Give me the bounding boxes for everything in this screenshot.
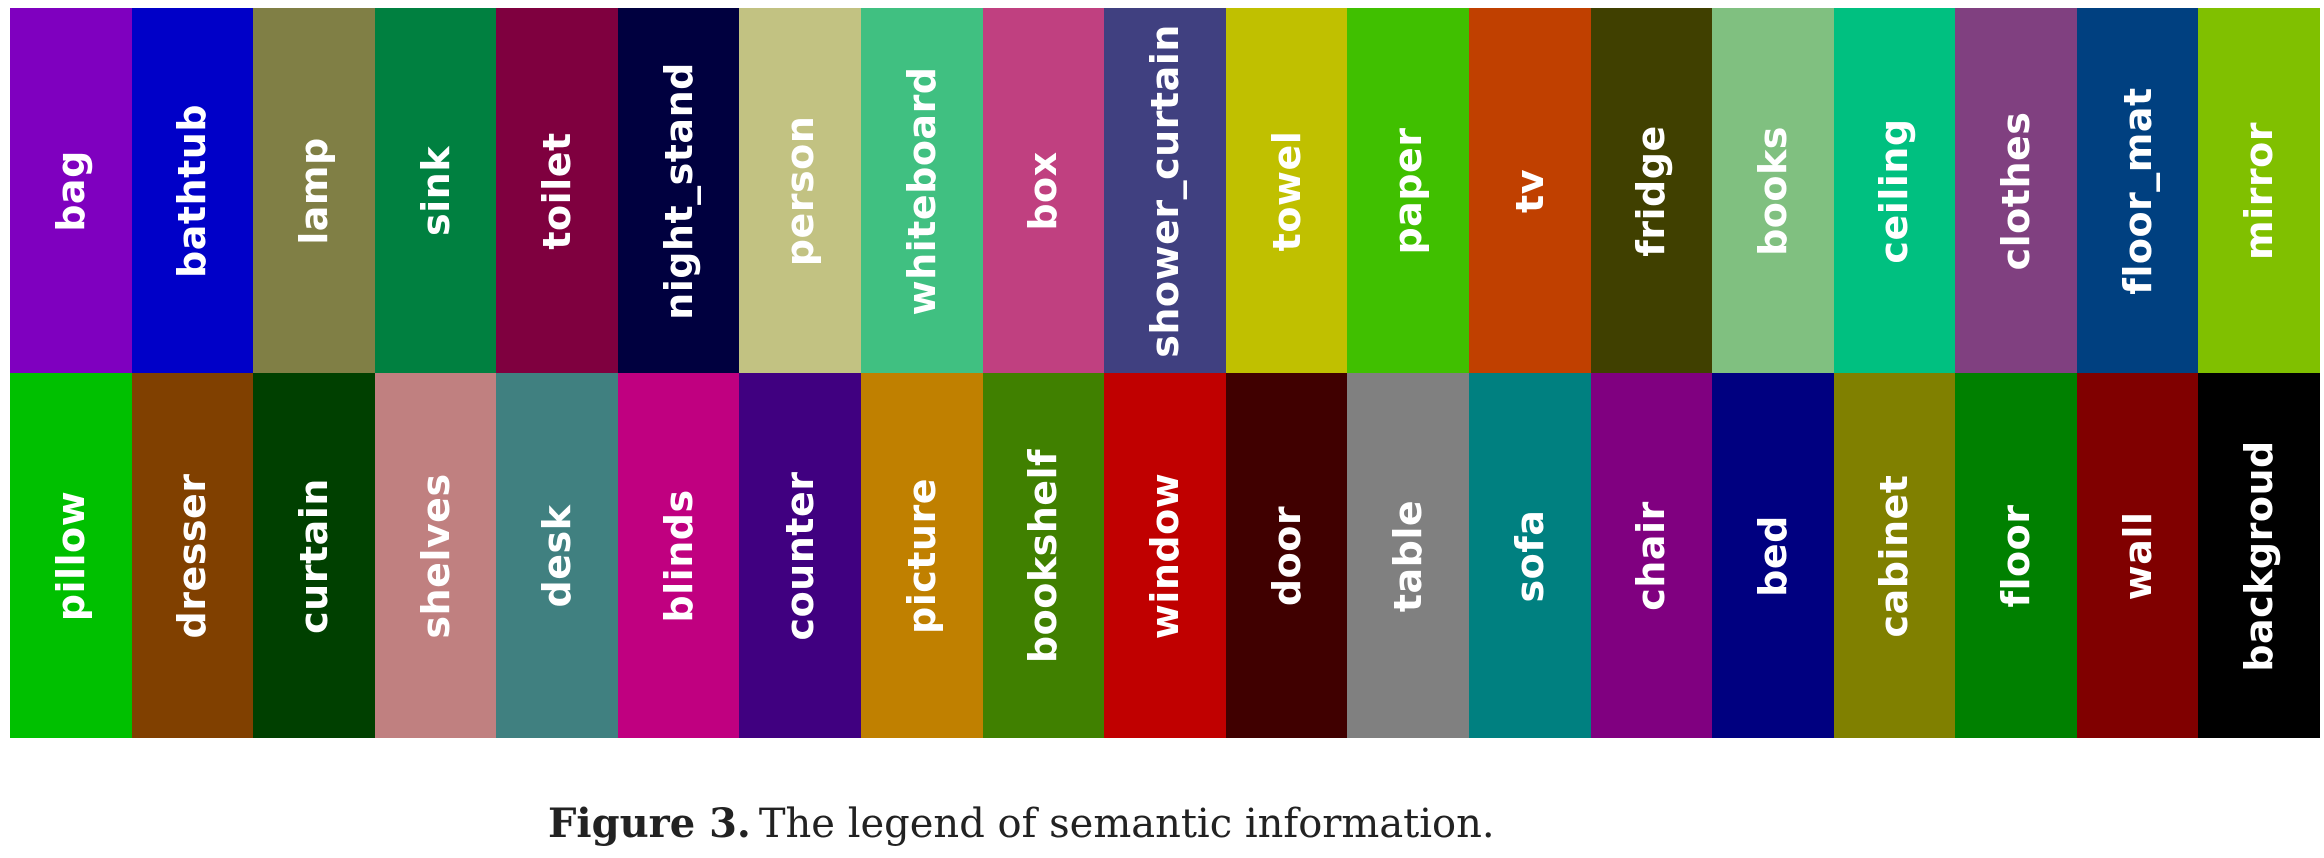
legend-label: door — [1264, 505, 1309, 606]
legend-swatch-picture: picture — [861, 373, 983, 738]
legend-swatch-clothes: clothes — [1955, 8, 2077, 373]
legend-swatch-towel: towel — [1225, 8, 1348, 373]
legend-label: fridge — [1629, 124, 1674, 257]
legend-label: paper — [1386, 126, 1431, 255]
legend-label: shower_curtain — [1142, 23, 1187, 358]
legend-label: bag — [48, 149, 93, 232]
legend-swatch-box: box — [982, 8, 1105, 373]
legend-label: sink — [413, 145, 458, 236]
legend-swatch-night-stand: night_stand — [617, 8, 740, 373]
semantic-legend: bag bathtub lamp sink toilet night_stand perso… — [10, 8, 2320, 738]
legend-swatch-backgroud: backgroud — [2198, 373, 2320, 738]
legend-label: tv — [1507, 168, 1552, 213]
legend-swatch-tv: tv — [1468, 8, 1591, 373]
legend-swatch-chair: chair — [1590, 373, 1713, 738]
legend-label: desk — [535, 504, 580, 607]
legend-label: shelves — [413, 472, 458, 639]
legend-label: bathtub — [170, 103, 215, 278]
legend-swatch-mirror: mirror — [2198, 8, 2320, 373]
legend-label: backgroud — [2237, 439, 2282, 672]
legend-label: pillow — [48, 490, 93, 621]
legend-swatch-pillow: pillow — [10, 373, 132, 738]
legend-swatch-door: door — [1225, 373, 1348, 738]
legend-label: box — [1021, 150, 1066, 231]
legend-label: towel — [1264, 130, 1309, 251]
legend-label: sofa — [1507, 509, 1552, 602]
legend-swatch-window: window — [1104, 373, 1226, 738]
caption-prefix: Figure 3. — [548, 800, 751, 847]
legend-label: chair — [1629, 500, 1674, 611]
legend-label: clothes — [1994, 111, 2039, 270]
legend-label: person — [778, 115, 823, 266]
legend-swatch-wall: wall — [2076, 373, 2199, 738]
legend-swatch-sink: sink — [374, 8, 497, 373]
legend-swatch-fridge: fridge — [1590, 8, 1713, 373]
legend-label: window — [1142, 472, 1187, 639]
legend-swatch-table: table — [1347, 373, 1469, 738]
legend-label: cabinet — [1872, 474, 1917, 637]
legend-swatch-curtain: curtain — [253, 373, 375, 738]
legend-swatch-cabinet: cabinet — [1833, 373, 1956, 738]
legend-label: whiteboard — [899, 65, 944, 316]
legend-label: curtain — [291, 477, 336, 634]
legend-swatch-sofa: sofa — [1468, 373, 1591, 738]
legend-swatch-bookshelf: bookshelf — [982, 373, 1105, 738]
legend-swatch-lamp: lamp — [253, 8, 375, 373]
legend-label: books — [1750, 125, 1795, 256]
legend-swatch-blinds: blinds — [617, 373, 740, 738]
legend-swatch-floor-mat: floor_mat — [2076, 8, 2199, 373]
legend-swatch-books: books — [1712, 8, 1834, 373]
legend-row-bottom: pillow dresser curtain shelves desk blinds cou… — [10, 373, 2320, 738]
legend-label: night_stand — [656, 61, 701, 320]
legend-swatch-shelves: shelves — [374, 373, 497, 738]
legend-swatch-person: person — [739, 8, 862, 373]
legend-label: bed — [1750, 514, 1795, 597]
legend-swatch-dresser: dresser — [131, 373, 254, 738]
legend-label: counter — [778, 471, 823, 640]
legend-swatch-desk: desk — [496, 373, 618, 738]
legend-label: dresser — [170, 473, 215, 638]
legend-label: blinds — [656, 488, 701, 623]
caption-line: Figure 3. The legend of semantic informat… — [548, 800, 1495, 847]
legend-label: floor_mat — [2115, 86, 2160, 295]
legend-label: picture — [899, 477, 944, 634]
legend-label: mirror — [2237, 121, 2282, 260]
legend-swatch-floor: floor — [1955, 373, 2077, 738]
legend-label: ceiling — [1872, 117, 1917, 264]
legend-label: toilet — [535, 131, 580, 250]
legend-label: table — [1386, 499, 1431, 612]
legend-row-top: bag bathtub lamp sink toilet night_stand perso… — [10, 8, 2320, 373]
legend-swatch-bed: bed — [1712, 373, 1834, 738]
legend-label: bookshelf — [1021, 448, 1066, 663]
legend-label: lamp — [291, 136, 336, 245]
legend-swatch-whiteboard: whiteboard — [861, 8, 983, 373]
legend-label: wall — [2115, 511, 2160, 600]
caption-text: The legend of semantic information. — [758, 801, 1495, 847]
legend-swatch-counter: counter — [739, 373, 862, 738]
legend-swatch-bathtub: bathtub — [131, 8, 254, 373]
legend-swatch-paper: paper — [1347, 8, 1469, 373]
legend-swatch-bag: bag — [10, 8, 132, 373]
legend-swatch-shower-curtain: shower_curtain — [1104, 8, 1226, 373]
legend-swatch-ceiling: ceiling — [1833, 8, 1956, 373]
legend-label: floor — [1994, 503, 2039, 608]
legend-swatch-toilet: toilet — [496, 8, 618, 373]
